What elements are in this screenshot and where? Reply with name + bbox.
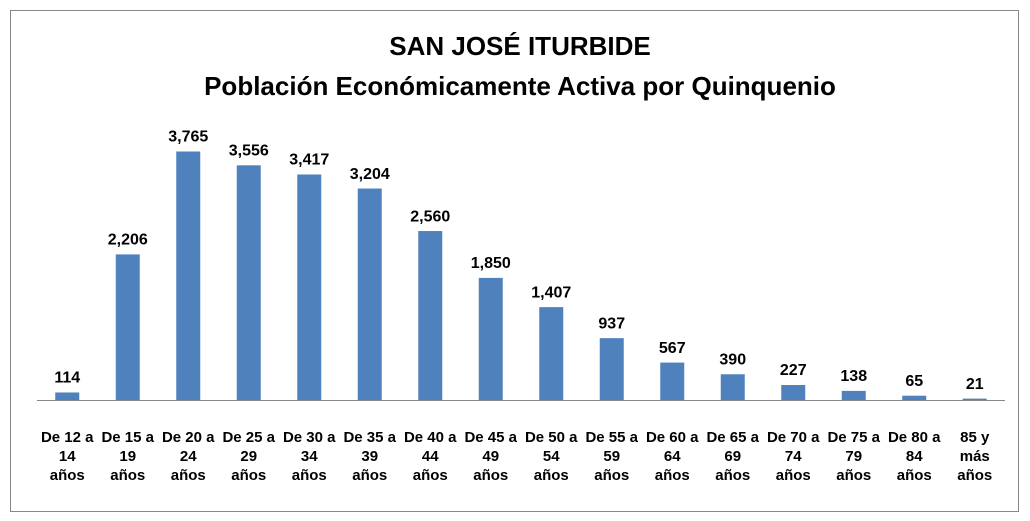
bar: [720, 374, 745, 400]
data-label: 138: [840, 368, 867, 385]
bar: [781, 385, 806, 400]
x-tick-label: De 40 a 44 años: [403, 429, 457, 484]
data-label: 2,560: [410, 208, 450, 225]
x-tick-label: 85 y más años: [957, 429, 993, 484]
bar: [599, 338, 624, 400]
x-tick-label: De 50 a 54 años: [524, 429, 578, 484]
bar: [478, 277, 503, 400]
x-tick-label: De 12 a 14 años: [40, 429, 94, 484]
x-tick-label: De 75 a 79 años: [827, 429, 881, 484]
data-label: 937: [598, 315, 625, 332]
bar: [55, 392, 80, 400]
bar: [962, 398, 987, 400]
x-tick-label: De 55 a 59 años: [585, 429, 639, 484]
x-tick-label: De 65 a 69 años: [706, 429, 760, 484]
x-tick-label: De 35 a 39 años: [343, 429, 397, 484]
bar: [539, 307, 564, 400]
x-tick-label: De 60 a 64 años: [645, 429, 699, 484]
bar: [115, 254, 140, 400]
data-label: 3,204: [350, 166, 390, 183]
chart-frame: [10, 10, 1019, 512]
bar: [176, 151, 201, 400]
data-label: 1,850: [471, 255, 511, 272]
x-tick-label: De 80 a 84 años: [887, 429, 941, 484]
data-label: 2,206: [108, 232, 148, 249]
bar: [902, 395, 927, 400]
data-label: 390: [719, 351, 746, 368]
x-tick-label: De 70 a 74 años: [766, 429, 820, 484]
x-tick-label: De 15 a 19 años: [101, 429, 155, 484]
data-label: 567: [659, 340, 686, 357]
chart-subtitle: Población Económicamente Activa por Quin…: [204, 71, 836, 101]
bar: [297, 174, 322, 400]
data-label: 3,765: [168, 129, 208, 146]
data-label: 3,417: [289, 152, 329, 169]
bar: [418, 231, 443, 400]
data-label: 65: [905, 373, 923, 390]
data-label: 227: [780, 362, 807, 379]
x-tick-label: De 30 a 34 años: [282, 429, 336, 484]
bar: [841, 390, 866, 400]
data-label: 1,407: [531, 284, 571, 301]
bar: [660, 362, 685, 400]
x-tick-label: De 25 a 29 años: [222, 429, 276, 484]
bar: [236, 165, 261, 400]
data-label: 3,556: [229, 143, 269, 160]
x-tick-label: De 45 a 49 años: [464, 429, 518, 484]
bar: [357, 188, 382, 400]
chart-title: SAN JOSÉ ITURBIDE: [389, 31, 651, 61]
data-label: 114: [54, 370, 80, 387]
data-label: 21: [966, 376, 984, 393]
x-tick-label: De 20 a 24 años: [161, 429, 215, 484]
